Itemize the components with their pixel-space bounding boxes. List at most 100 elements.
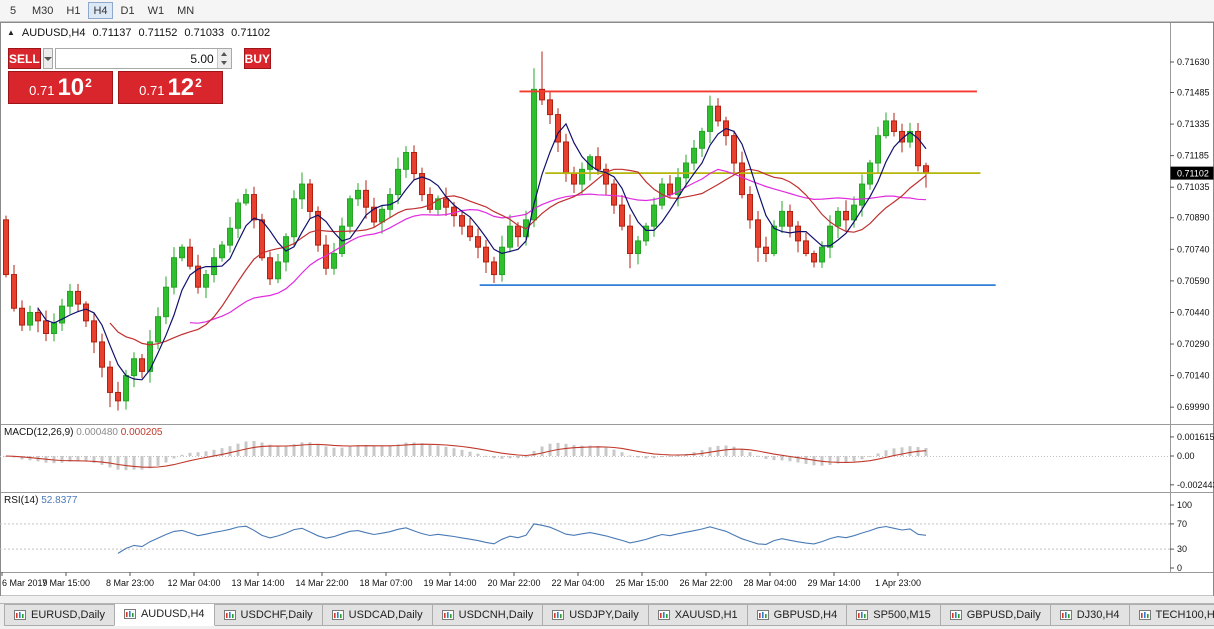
macd-histogram-bar [524,456,528,458]
candle-body [875,135,881,164]
macd-histogram-bar [476,453,480,456]
macd-histogram-bar [540,446,544,456]
candle-body [755,219,761,248]
candle-body [331,253,337,269]
timeframe-button-H4[interactable]: H4 [88,2,113,19]
volume-increase-button[interactable] [217,49,231,59]
macd-histogram-bar [300,442,304,456]
candle-body [43,320,49,334]
candle-body [51,322,57,334]
chart-tab-sp500-m15[interactable]: SP500,M15 [846,604,941,626]
macd-scale-label: -0.002443 [1177,480,1214,490]
macd-scale-label: 0.001615 [1177,432,1214,442]
candle-body [35,311,41,322]
chart-tab-tech100-h1[interactable]: TECH100,H1 [1128,604,1214,626]
timeframe-button-5[interactable]: 5 [2,2,24,19]
chart-tab-usdcad-daily[interactable]: USDCAD,Daily [321,604,433,626]
macd-histogram-bar [28,456,32,461]
candle-body [299,183,305,200]
candle-body [675,177,681,196]
candle-body [555,114,561,143]
candle-body [371,206,377,223]
time-tick-label: 26 Mar 22:00 [679,578,732,588]
price-tick-label: 0.70140 [1177,371,1210,381]
chart-tab-usdjpy-daily[interactable]: USDJPY,Daily [542,604,649,626]
chart-tab-label: USDCNH,Daily [458,609,534,621]
macd-histogram-bar [828,456,832,465]
candle-body [387,194,393,210]
candle-body [747,194,753,221]
buy-price-display[interactable]: 0.71 12 2 [118,71,223,104]
macd-histogram-bar [796,456,800,463]
volume-decrease-button[interactable] [217,58,231,68]
candle-body [139,358,145,372]
macd-histogram-bar [228,446,232,456]
sell-price-point: 2 [85,76,92,90]
chart-tab-eurusd-daily[interactable]: EURUSD,Daily [4,604,115,626]
macd-histogram-bar [676,455,680,457]
time-tick-label: 8 Mar 23:00 [106,578,154,588]
macd-histogram-bar [724,445,728,456]
candle-body [707,105,713,132]
bottom-area: EURUSD,Daily AUDUSD,H4 USDCHF,Daily USDCAD,… [0,596,1214,629]
timeframe-button-W1[interactable]: W1 [143,2,170,19]
candle-body [651,204,657,227]
candle-body [163,286,169,318]
chart-tab-audusd-h4[interactable]: AUDUSD,H4 [113,604,215,626]
candle-body [59,305,65,324]
time-tick-label: 25 Mar 15:00 [615,578,668,588]
ohlc-low: 0.71033 [184,27,225,39]
candle-body [779,210,785,227]
macd-histogram-bar [92,456,96,463]
macd-histogram-bar [108,456,112,468]
timeframe-button-MN[interactable]: MN [172,2,199,19]
macd-histogram-bar [892,448,896,456]
candle-body [795,225,801,242]
sell-button[interactable]: SELL [8,48,41,69]
chart-tab-label: EURUSD,Daily [31,609,105,621]
chart-tab-label: USDCAD,Daily [348,609,423,621]
candle-body [227,227,233,246]
rsi-scale-label: 70 [1177,519,1187,529]
macd-histogram-bar [516,456,520,459]
macd-histogram-bar [404,442,408,456]
chart-tab-icon [949,610,962,620]
chart-tab-gbpusd-daily[interactable]: GBPUSD,Daily [939,604,1051,626]
macd-histogram-bar [364,445,368,456]
macd-histogram-bar [532,451,536,456]
rsi-label: RSI(14) 52.8377 [4,495,78,506]
timeframe-button-D1[interactable]: D1 [116,2,140,19]
candle-body [771,225,777,255]
macd-histogram-bar [580,445,584,456]
macd-histogram-bar [324,446,328,456]
volume-field [54,48,232,69]
chart-tabbar: EURUSD,Daily AUDUSD,H4 USDCHF,Daily USDCAD,… [0,603,1214,626]
timeframe-button-H1[interactable]: H1 [61,2,85,19]
macd-histogram-bar [76,456,80,462]
rsi-scale-label: 0 [1177,563,1182,573]
chart-tab-xauusd-h1[interactable]: XAUUSD,H1 [647,604,748,626]
timeframe-button-M30[interactable]: M30 [27,2,58,19]
volume-dropdown-button[interactable] [42,48,53,69]
sell-price-display[interactable]: 0.71 10 2 [8,71,113,104]
candle-body [491,261,497,276]
chart-tab-icon [441,610,454,620]
buy-button[interactable]: BUY [243,48,272,69]
chart-tab-usdcnh-daily[interactable]: USDCNH,Daily [431,604,544,626]
candle-body [819,246,825,263]
candle-body [395,168,401,196]
chart-tab-usdchf-daily[interactable]: USDCHF,Daily [213,604,323,626]
chart-tab-icon [856,610,869,620]
chart-tab-gbpusd-h4[interactable]: GBPUSD,H4 [746,604,848,626]
candle-body [307,183,313,212]
candle-body [619,204,625,227]
candle-body [427,194,433,210]
volume-input[interactable] [55,49,217,68]
candle-body [83,303,89,322]
candle-body [107,366,113,393]
chart-canvas[interactable]: 0.71630 0.71485 0.71335 0.71185 0.71035 0.708… [0,22,1214,596]
chart-tab-icon [331,610,344,620]
macd-histogram-bar [452,448,456,456]
macd-histogram-bar [388,445,392,456]
chart-tab-dj30-h4[interactable]: DJ30,H4 [1049,604,1130,626]
